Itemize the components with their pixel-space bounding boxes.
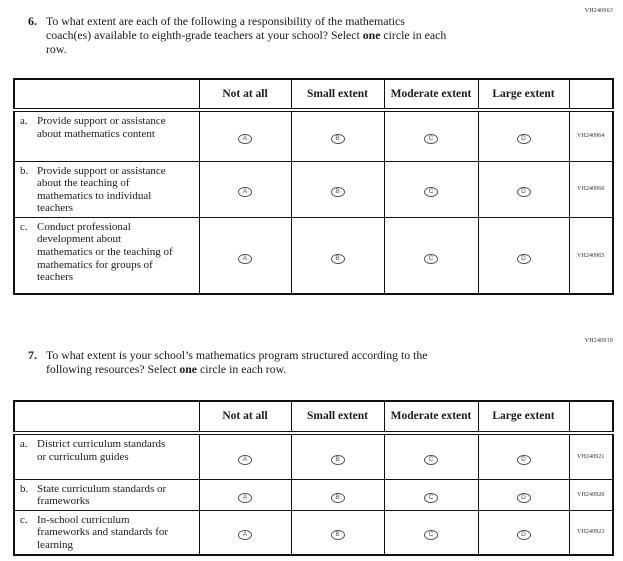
q6-column-header-small-extent: Small extent: [290, 78, 385, 112]
oval-moderate-extent[interactable]: C: [424, 253, 438, 264]
q7-header-row: Not at all Small extent Moderate extent …: [13, 400, 614, 435]
q6-row-b-code: VH240966: [568, 160, 614, 218]
question-6-response-grid: Not at all Small extent Moderate extent …: [13, 78, 614, 296]
q6-row-c-code: VH240965: [568, 216, 614, 295]
q6-header-row: Not at all Small extent Moderate extent …: [13, 78, 614, 112]
oval-small-extent[interactable]: B: [330, 134, 345, 145]
q6-column-header-large-extent: Large extent: [477, 78, 570, 112]
question-6: 6. To what extent are each of the follow…: [28, 14, 446, 56]
oval-moderate-extent[interactable]: C: [424, 454, 438, 465]
question-6-text: To what extent are each of the following…: [46, 14, 446, 56]
oval-not-at-all[interactable]: A: [238, 492, 252, 503]
oval-large-extent[interactable]: D: [516, 492, 531, 503]
q7-row-a: a. District curriculum standards or curri…: [13, 432, 614, 480]
q7-row-a-code: VH240921: [568, 432, 614, 480]
oval-moderate-extent[interactable]: C: [424, 187, 438, 198]
oval-small-extent[interactable]: B: [330, 492, 345, 503]
q7-column-header-small-extent: Small extent: [290, 400, 385, 435]
q7-row-c-code: VH240923: [568, 509, 614, 556]
question-7: 7. To what extent is your school’s mathe…: [28, 348, 428, 376]
question-7-response-grid: Not at all Small extent Moderate extent …: [13, 400, 614, 557]
question-7-number: 7.: [28, 348, 37, 362]
oval-small-extent[interactable]: B: [330, 187, 345, 198]
q7-row-a-label: a. District curriculum standards or curri…: [13, 432, 200, 480]
q6-column-header-not-at-all: Not at all: [198, 78, 292, 112]
question-6-line-3: row.: [46, 42, 67, 56]
q6-row-c-label: c. Conduct professional development about…: [13, 216, 200, 295]
oval-small-extent[interactable]: B: [330, 530, 345, 541]
q6-column-header-moderate-extent: Moderate extent: [383, 78, 479, 112]
oval-not-at-all[interactable]: A: [238, 187, 252, 198]
q6-row-b-label: b. Provide support or assistance about th…: [13, 160, 200, 218]
oval-large-extent[interactable]: D: [516, 530, 531, 541]
oval-not-at-all[interactable]: A: [238, 530, 252, 541]
q6-header-code-empty: [568, 78, 614, 112]
q7-header-empty: [13, 400, 200, 435]
oval-not-at-all[interactable]: A: [238, 454, 252, 465]
q7-row-c-label: c. In-school curriculum frameworks and st…: [13, 509, 200, 556]
q7-column-header-moderate-extent: Moderate extent: [383, 400, 479, 435]
q6-row-a: a. Provide support or assistance about ma…: [13, 109, 614, 162]
oval-large-extent[interactable]: D: [516, 253, 531, 264]
q6-row-c: c. Conduct professional development about…: [13, 216, 614, 295]
q6-row-a-label: a. Provide support or assistance about ma…: [13, 109, 200, 162]
q7-row-b-code: VH240920: [568, 478, 614, 511]
question-6-line-1: To what extent are each of the following…: [46, 14, 405, 28]
q7-column-header-not-at-all: Not at all: [198, 400, 292, 435]
oval-not-at-all[interactable]: A: [238, 253, 252, 264]
q7-row-b-label: b. State curriculum standards or framewor…: [13, 478, 200, 511]
oval-moderate-extent[interactable]: C: [424, 530, 438, 541]
question-6-line-2: coach(es) available to eighth-grade teac…: [46, 28, 447, 42]
q6-row-b: b. Provide support or assistance about th…: [13, 160, 614, 218]
q6-header-empty: [13, 78, 200, 112]
question-7-line-2: following resources? Select one circle i…: [46, 362, 287, 376]
oval-large-extent[interactable]: D: [516, 187, 531, 198]
oval-small-extent[interactable]: B: [330, 454, 345, 465]
question-6-number: 6.: [28, 14, 37, 28]
question-7-line-1: To what extent is your school’s mathemat…: [46, 348, 428, 362]
q6-row-a-code: VH240964: [568, 109, 614, 162]
question-7-accession-code: VH240919: [584, 338, 613, 344]
q7-header-code-empty: [568, 400, 614, 435]
q7-column-header-large-extent: Large extent: [477, 400, 570, 435]
oval-moderate-extent[interactable]: C: [424, 492, 438, 503]
q7-row-c: c. In-school curriculum frameworks and st…: [13, 509, 614, 556]
oval-large-extent[interactable]: D: [516, 454, 531, 465]
oval-small-extent[interactable]: B: [330, 253, 345, 264]
question-7-text: To what extent is your school’s mathemat…: [46, 348, 428, 376]
q7-row-b: b. State curriculum standards or framewor…: [13, 478, 614, 511]
oval-large-extent[interactable]: D: [516, 134, 531, 145]
question-6-accession-code: VH240963: [584, 8, 613, 14]
oval-moderate-extent[interactable]: C: [424, 134, 438, 145]
oval-not-at-all[interactable]: A: [238, 134, 252, 145]
